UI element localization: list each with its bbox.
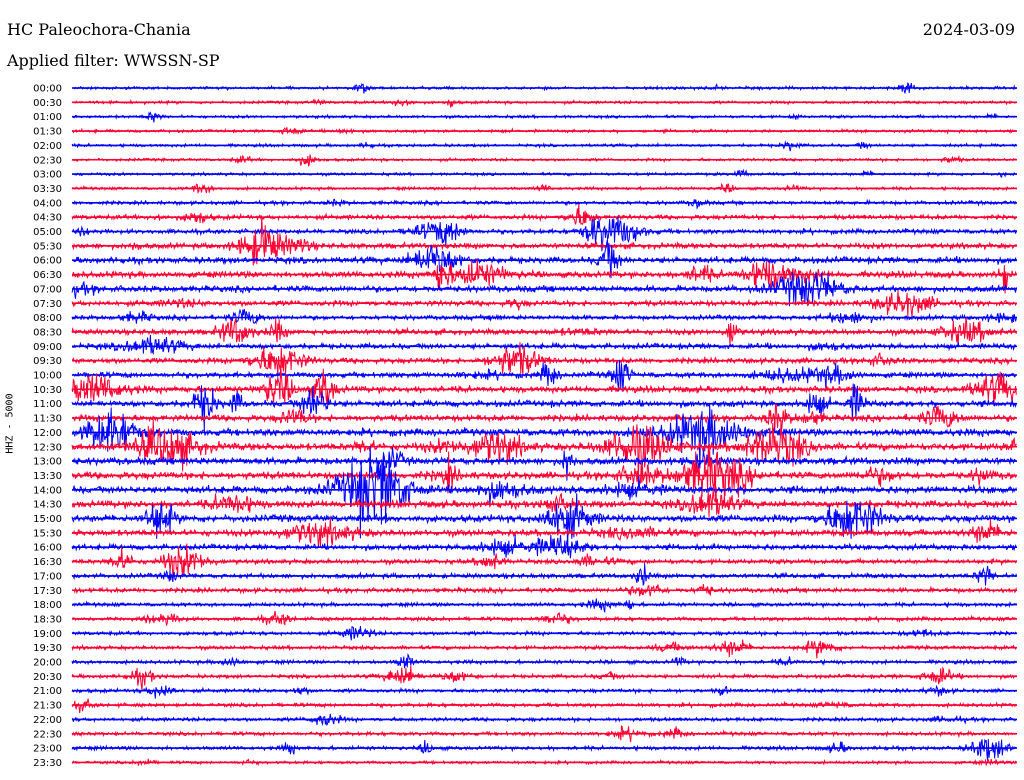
- time-tick-label: 04:00: [33, 198, 62, 209]
- time-tick-label: 15:00: [33, 514, 62, 525]
- time-tick-label: 07:30: [33, 299, 62, 310]
- time-tick-label: 14:00: [33, 485, 62, 496]
- time-tick-label: 12:30: [33, 442, 62, 453]
- time-tick-label: 18:30: [33, 614, 62, 625]
- time-tick-label: 04:30: [33, 213, 62, 224]
- time-tick-label: 17:00: [33, 571, 62, 582]
- date-label: 2024-03-09: [922, 20, 1015, 39]
- seismic-trace: [71, 308, 1017, 325]
- seismic-trace: [71, 493, 1017, 553]
- seismic-trace: [71, 598, 1017, 613]
- seismic-trace: [71, 216, 1017, 266]
- seismic-trace: [71, 639, 1017, 659]
- time-tick-label: 19:30: [33, 643, 62, 654]
- time-tick-label: 23:30: [33, 758, 62, 769]
- seismic-trace: [71, 140, 1017, 152]
- seismic-trace: [71, 486, 1017, 517]
- time-tick-label: 21:00: [33, 686, 62, 697]
- time-tick-label: 20:30: [33, 672, 62, 683]
- time-tick-label: 19:00: [33, 629, 62, 640]
- time-tick-label: 00:00: [33, 84, 62, 95]
- time-tick-label: 06:00: [33, 256, 62, 267]
- time-tick-label: 08:30: [33, 327, 62, 338]
- seismic-trace: [71, 111, 1017, 123]
- time-tick-label: 14:30: [33, 500, 62, 511]
- time-tick-label: 23:00: [33, 744, 62, 755]
- time-tick-label: 05:30: [33, 241, 62, 252]
- time-tick-label: 18:00: [33, 600, 62, 611]
- time-tick-label: 22:00: [33, 715, 62, 726]
- time-tick-label: 10:00: [33, 371, 62, 382]
- seismic-trace: [71, 563, 1017, 587]
- time-tick-label: 11:30: [33, 414, 62, 425]
- time-tick-label: 00:30: [33, 98, 62, 109]
- seismic-trace: [71, 684, 1017, 699]
- time-tick-label: 13:30: [33, 471, 62, 482]
- time-tick-label: 02:30: [33, 155, 62, 166]
- seismic-trace: [71, 665, 1017, 691]
- seismic-trace: [71, 738, 1017, 761]
- seismic-trace: [71, 198, 1017, 210]
- time-tick-label: 01:00: [33, 112, 62, 123]
- time-tick-label: 16:30: [33, 557, 62, 568]
- time-tick-label: 03:00: [33, 170, 62, 181]
- seismic-trace: [71, 271, 1017, 307]
- time-tick-label: 15:30: [33, 528, 62, 539]
- time-tick-label: 07:00: [33, 284, 62, 295]
- time-tick-label: 11:00: [33, 399, 62, 410]
- time-tick-label: 09:30: [33, 356, 62, 367]
- seismic-trace: [71, 420, 1017, 483]
- time-tick-label: 10:30: [33, 385, 62, 396]
- time-tick-label: 16:00: [33, 543, 62, 554]
- time-tick-label: 08:00: [33, 313, 62, 324]
- time-tick-label: 13:00: [33, 457, 62, 468]
- time-tick-label: 20:00: [33, 658, 62, 669]
- seismic-trace: [71, 204, 1017, 226]
- time-tick-label: 12:00: [33, 428, 62, 439]
- time-tick-label: 17:30: [33, 586, 62, 597]
- seismic-trace: [71, 334, 1017, 356]
- time-tick-label: 03:30: [33, 184, 62, 195]
- time-tick-label: 06:30: [33, 270, 62, 281]
- time-tick-label: 05:00: [33, 227, 62, 238]
- time-tick-label: 02:00: [33, 141, 62, 152]
- station-title: HC Paleochora-Chania: [7, 20, 191, 39]
- seismic-trace: [71, 98, 1017, 108]
- time-tick-label: 21:30: [33, 701, 62, 712]
- filter-label: Applied filter: WWSSN-SP: [7, 51, 220, 70]
- time-tick-label: 01:30: [33, 127, 62, 138]
- time-tick-label: 22:30: [33, 729, 62, 740]
- time-tick-label: 09:00: [33, 342, 62, 353]
